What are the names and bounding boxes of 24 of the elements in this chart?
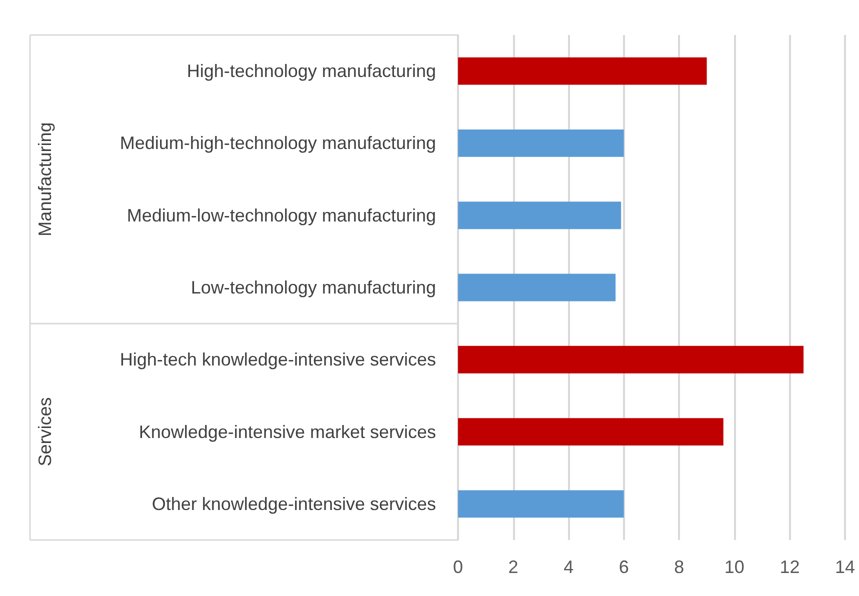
x-tick-label: 4 xyxy=(564,557,574,577)
x-tick-label: 0 xyxy=(452,557,464,577)
x-tick-label: 12 xyxy=(780,557,800,577)
y-tick-label: Knowledge-intensive market services xyxy=(138,422,436,442)
text: Services xyxy=(35,397,55,466)
bar xyxy=(458,130,624,157)
y-tick-label: Low-technology manufacturing xyxy=(190,278,436,298)
x-tick-label: 8 xyxy=(674,557,684,577)
bar xyxy=(458,490,624,518)
x-tick-label: 6 xyxy=(618,557,629,577)
x-tick-label: 2 xyxy=(508,557,518,577)
bar xyxy=(458,57,707,85)
y-tick-label: Medium-low-technology manufacturing xyxy=(126,205,436,226)
bar xyxy=(458,346,804,374)
y-tick-label: Other knowledge-intensive services xyxy=(152,494,436,514)
text: Manufacturing xyxy=(35,122,55,236)
bar xyxy=(458,418,724,446)
x-tick-label: 14 xyxy=(834,557,856,577)
bar xyxy=(458,274,616,302)
y-tick-label: High-tech knowledge-intensive services xyxy=(120,350,436,370)
x-tick-label: 10 xyxy=(724,557,744,577)
bar xyxy=(458,202,622,230)
y-tick-label: High-technology manufacturing xyxy=(186,61,436,82)
y-tick-label: Medium-high-technology manufacturing xyxy=(120,133,436,154)
